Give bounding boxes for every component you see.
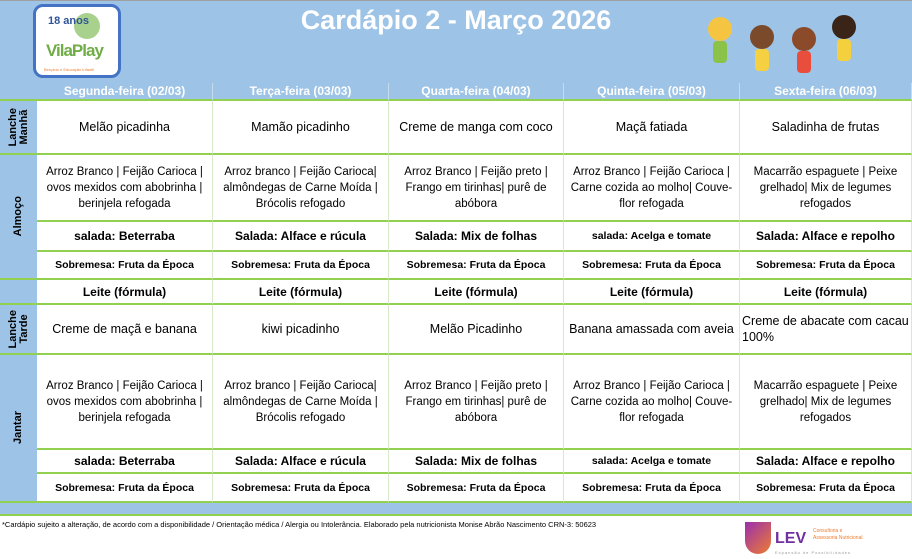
jantar-sobremesa-cell: Sobremesa: Fruta da Época [389, 474, 564, 503]
almoco-sobremesa-cell: Sobremesa: Fruta da Época [564, 252, 740, 280]
lev-slogan: Expansão de Possibilidades [775, 550, 852, 555]
jantar-salada-cell: salada: Acelga e tomate [564, 450, 740, 474]
lanche-manha-cell: Creme de manga com coco [389, 101, 564, 155]
jantar-main-cell: Arroz Branco | Feijão Carioca | Carne co… [564, 355, 740, 450]
jantar-main-cell: Arroz branco | Feijão Carioca| almôndega… [213, 355, 389, 450]
label-jantar: Jantar [0, 355, 37, 503]
day-header: Terça-feira (03/03) [213, 83, 389, 101]
jantar-sobremesa-cell: Sobremesa: Fruta da Época [37, 474, 213, 503]
page-title: Cardápio 2 - Março 2026 [300, 5, 612, 35]
lanche-manha-cell: Mamão picadinho [213, 101, 389, 155]
logo-brand: VilaPlay [46, 41, 104, 60]
kid-icon [708, 17, 732, 41]
lev-mark-icon [745, 522, 771, 554]
label-lanche-tarde: Lanche Tarde [0, 305, 37, 355]
day-header: Quinta-feira (05/03) [564, 83, 740, 101]
almoco-sobremesa-cell: Sobremesa: Fruta da Época [740, 252, 912, 280]
lev-tagline-1: Consultoria e [813, 528, 843, 534]
kid-body-icon [837, 39, 851, 61]
jantar-salada-cell: Salada: Alface e repolho [740, 450, 912, 474]
footnote: *Cardápio sujeito a alteração, de acordo… [2, 520, 597, 529]
jantar-sobremesa-cell: Sobremesa: Fruta da Época [564, 474, 740, 503]
almoco-salada-cell: Salada: Alface e repolho [740, 222, 912, 252]
corner-cell [0, 83, 37, 101]
logo-tagline: Berçário e Educação Infantil [44, 67, 95, 72]
day-header: Segunda-feira (02/03) [37, 83, 213, 101]
label-lanche-manha-text: Lanche Manhã [6, 107, 30, 147]
almoco-salada-cell: salada: Acelga e tomate [564, 222, 740, 252]
day-header: Sexta-feira (06/03) [740, 83, 912, 101]
lanche-tarde-cell: Creme de abacate com cacau 100% [740, 305, 912, 355]
leite-cell: Leite (fórmula) [564, 280, 740, 305]
lanche-tarde-cell: Banana amassada com aveia [564, 305, 740, 355]
label-jantar-text: Jantar [12, 411, 24, 445]
kid-icon [750, 25, 774, 49]
jantar-salada-cell: Salada: Alface e rúcula [213, 450, 389, 474]
label-leite [0, 280, 37, 305]
vilaplay-logo: 18 anos VilaPlay Berçário e Educação Inf… [33, 4, 121, 78]
jantar-salada-cell: salada: Beterraba [37, 450, 213, 474]
almoco-main-cell: Macarrão espaguete | Peixe grelhado| Mix… [740, 155, 912, 222]
logo-years: 18 anos [48, 15, 89, 27]
jantar-sobremesa-cell: Sobremesa: Fruta da Época [213, 474, 389, 503]
lanche-manha-cell: Saladinha de frutas [740, 101, 912, 155]
almoco-main-cell: Arroz branco | Feijão Carioca| almôndega… [213, 155, 389, 222]
leite-cell: Leite (fórmula) [740, 280, 912, 305]
kid-icon [792, 27, 816, 51]
jantar-salada-cell: Salada: Mix de folhas [389, 450, 564, 474]
lanche-tarde-cell: Melão Picadinho [389, 305, 564, 355]
almoco-sobremesa-cell: Sobremesa: Fruta da Época [37, 252, 213, 280]
header-banner: 18 anos VilaPlay Berçário e Educação Inf… [0, 0, 912, 83]
jantar-main-cell: Macarrão espaguete | Peixe grelhado| Mix… [740, 355, 912, 450]
label-lanche-tarde-text: Lanche Tarde [6, 309, 30, 349]
lev-tagline: Consultoria e Assessoria Nutricional [813, 528, 862, 542]
kids-illustration [700, 15, 870, 75]
tree-icon [74, 13, 100, 39]
lev-logo: LEV Consultoria e Assessoria Nutricional … [745, 520, 895, 558]
almoco-sobremesa-cell: Sobremesa: Fruta da Época [389, 252, 564, 280]
lanche-tarde-cell: Creme de maçã e banana [37, 305, 213, 355]
leite-cell: Leite (fórmula) [213, 280, 389, 305]
menu-table: Segunda-feira (02/03) Terça-feira (03/03)… [0, 83, 912, 516]
footer-band [0, 503, 912, 516]
lanche-manha-cell: Maçã fatiada [564, 101, 740, 155]
lanche-manha-cell: Melão picadinha [37, 101, 213, 155]
kid-icon [832, 15, 856, 39]
kid-body-icon [797, 51, 811, 73]
label-lanche-manha: Lanche Manhã [0, 101, 37, 155]
almoco-sobremesa-cell: Sobremesa: Fruta da Época [213, 252, 389, 280]
label-almoco-text: Almoço [12, 196, 24, 237]
almoco-main-cell: Arroz Branco | Feijão Carioca | ovos mex… [37, 155, 213, 222]
day-header: Quarta-feira (04/03) [389, 83, 564, 101]
jantar-main-cell: Arroz Branco | Feijão preto | Frango em … [389, 355, 564, 450]
kid-body-icon [755, 49, 769, 71]
jantar-sobremesa-cell: Sobremesa: Fruta da Época [740, 474, 912, 503]
lanche-tarde-cell: kiwi picadinho [213, 305, 389, 355]
almoco-salada-cell: salada: Beterraba [37, 222, 213, 252]
leite-cell: Leite (fórmula) [37, 280, 213, 305]
kid-body-icon [713, 41, 727, 63]
almoco-main-cell: Arroz Branco | Feijão preto | Frango em … [389, 155, 564, 222]
almoco-salada-cell: Salada: Alface e rúcula [213, 222, 389, 252]
leite-cell: Leite (fórmula) [389, 280, 564, 305]
lev-name: LEV [775, 530, 807, 547]
label-almoco: Almoço [0, 155, 37, 280]
lev-tagline-2: Assessoria Nutricional [813, 535, 863, 541]
almoco-salada-cell: Salada: Mix de folhas [389, 222, 564, 252]
jantar-main-cell: Arroz Branco | Feijão Carioca | ovos mex… [37, 355, 213, 450]
almoco-main-cell: Arroz Branco | Feijão Carioca | Carne co… [564, 155, 740, 222]
